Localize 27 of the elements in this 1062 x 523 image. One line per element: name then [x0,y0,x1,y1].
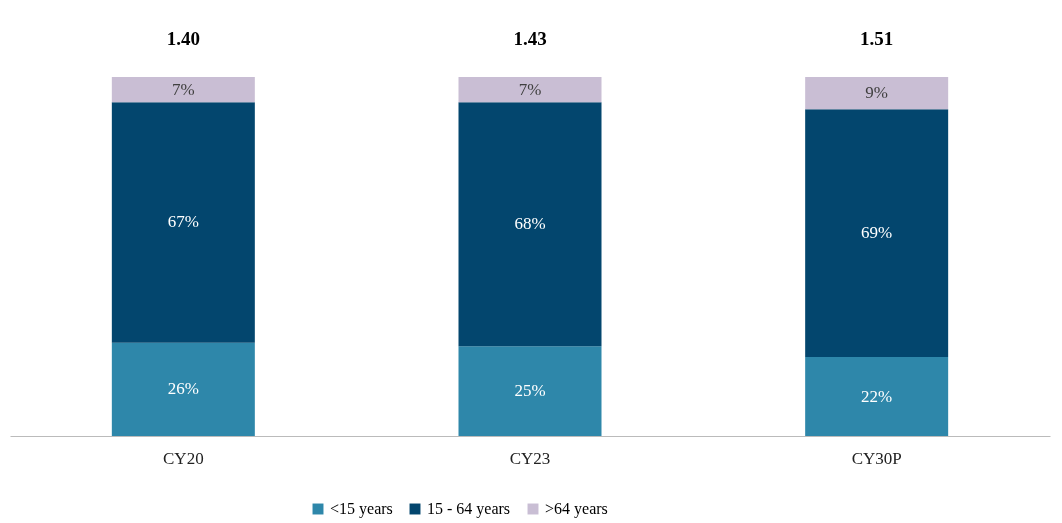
data-label: 26% [167,379,199,399]
bar [805,109,949,358]
x-tick-label: CY23 [509,448,551,468]
legend-label: >64 years [545,500,608,518]
annotation: 1.40 [166,28,200,50]
bar [458,77,602,103]
data-label: 7% [518,79,542,99]
bar [805,77,949,110]
bar [458,102,602,347]
bar [111,77,255,103]
bar [111,342,255,436]
bar [458,346,602,436]
data-label: 68% [514,214,546,234]
data-label: 9% [865,83,888,103]
data-label: 25% [514,381,546,401]
data-label: 22% [861,386,893,406]
data-label: 7% [172,79,195,99]
bar [805,357,949,436]
bar [111,102,255,343]
legend-label: <15 years [330,500,393,518]
annotation: 1.43 [513,28,547,50]
x-tick-label: CY20 [163,448,204,468]
data-label: 67% [167,212,199,232]
legend-label: 15 - 64 years [427,500,511,518]
annotation: 1.51 [860,28,894,50]
x-tick-label: CY30P [851,448,902,468]
data-label: 69% [861,223,893,243]
